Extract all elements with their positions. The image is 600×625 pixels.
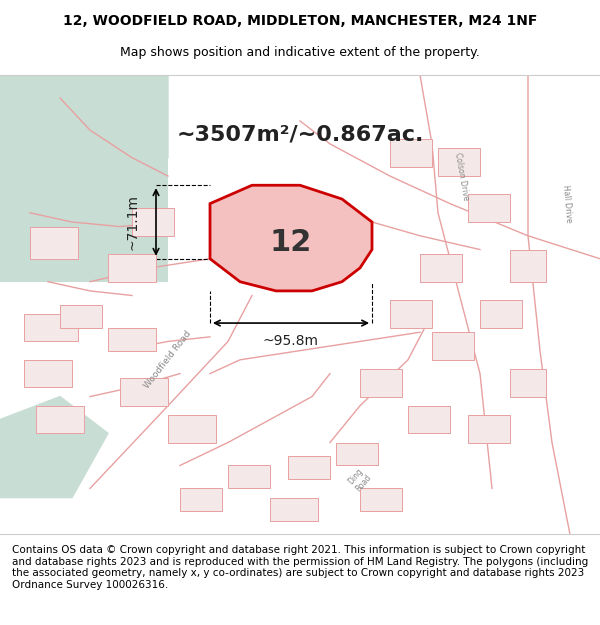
FancyBboxPatch shape [0,75,168,282]
Bar [510,369,546,397]
Text: Map shows position and indicative extent of the property.: Map shows position and indicative extent… [120,46,480,59]
Text: Woodfield Road: Woodfield Road [143,329,193,391]
Text: 12, WOODFIELD ROAD, MIDDLETON, MANCHESTER, M24 1NF: 12, WOODFIELD ROAD, MIDDLETON, MANCHESTE… [63,14,537,28]
Bar [432,332,474,360]
Bar [60,304,102,328]
Text: Hall Drive: Hall Drive [561,184,573,223]
Bar [420,254,462,282]
Bar [24,314,78,341]
Text: ~95.8m: ~95.8m [263,334,319,349]
Bar [24,360,72,388]
Bar [108,328,156,351]
Bar [36,406,84,433]
Bar [30,227,78,259]
Bar [336,442,378,466]
Bar [120,378,168,406]
Text: Colson Drive: Colson Drive [454,151,470,201]
Text: ~71.1m: ~71.1m [125,194,139,250]
Bar [108,254,156,282]
Bar [360,369,402,397]
Bar [168,415,216,442]
Bar [510,249,546,282]
Bar [270,498,318,521]
Bar [408,406,450,433]
Bar [468,415,510,442]
Polygon shape [0,75,168,282]
Bar [390,300,432,328]
Bar [180,489,222,511]
Bar [288,456,330,479]
Bar [132,208,174,236]
Text: Ding
Road: Ding Road [346,466,374,493]
Text: Contains OS data © Crown copyright and database right 2021. This information is : Contains OS data © Crown copyright and d… [12,545,588,590]
Bar [390,139,432,167]
Bar [228,466,270,489]
Bar [438,149,480,176]
Polygon shape [210,185,372,291]
Text: 12: 12 [270,228,312,257]
Text: ~3507m²/~0.867ac.: ~3507m²/~0.867ac. [176,125,424,145]
Bar [468,194,510,222]
Bar [360,489,402,511]
Bar [480,300,522,328]
Polygon shape [0,397,108,498]
